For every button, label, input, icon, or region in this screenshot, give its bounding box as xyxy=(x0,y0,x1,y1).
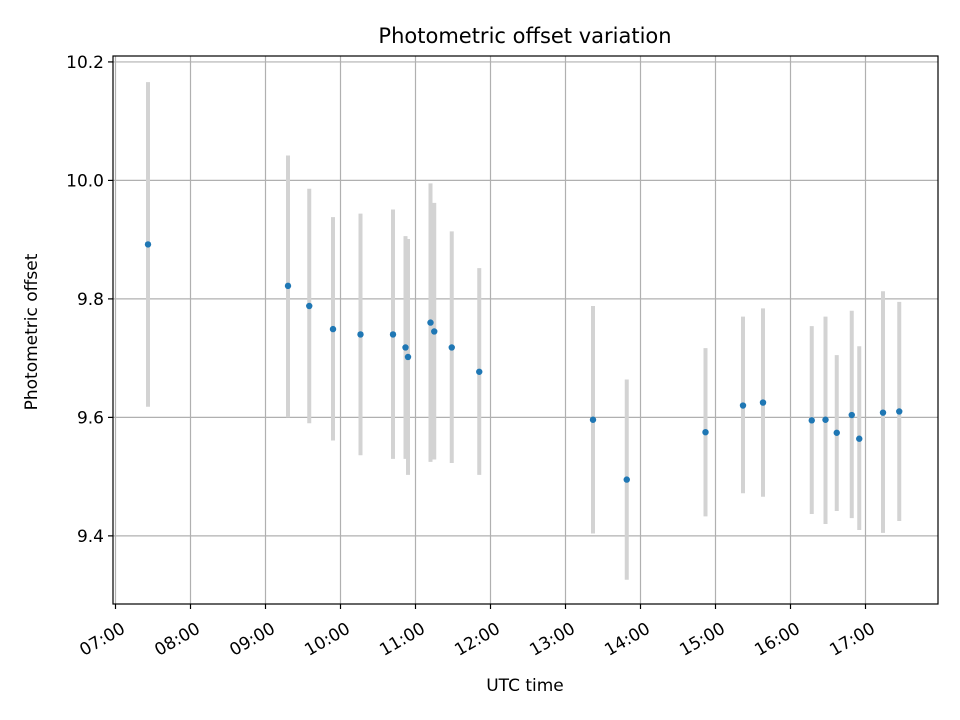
x-tick-label: 08:00 xyxy=(151,619,203,661)
x-tick-label: 12:00 xyxy=(451,619,503,661)
y-tick-label: 10.2 xyxy=(66,53,104,73)
x-tick-label: 15:00 xyxy=(676,619,728,661)
data-point xyxy=(808,417,815,424)
y-tick-label: 9.6 xyxy=(77,408,104,428)
data-point xyxy=(329,325,337,333)
y-axis-label: Photometric offset xyxy=(22,253,42,410)
plot-frame xyxy=(112,55,939,605)
data-point xyxy=(879,409,887,416)
data-point xyxy=(623,476,630,483)
error-bars xyxy=(146,82,902,580)
x-tick-label: 11:00 xyxy=(376,619,428,661)
data-points xyxy=(144,241,903,483)
data-point xyxy=(448,344,455,351)
data-point xyxy=(759,399,767,406)
x-tick-label: 09:00 xyxy=(226,619,278,661)
y-tick-label: 10.0 xyxy=(66,171,104,191)
chart-title: Photometric offset variation xyxy=(378,24,671,48)
x-tick-label: 16:00 xyxy=(751,619,803,661)
data-point xyxy=(739,402,747,409)
data-point xyxy=(404,353,412,361)
data-point xyxy=(427,319,434,326)
data-point xyxy=(848,411,855,419)
data-point xyxy=(476,368,483,375)
x-tick-label: 17:00 xyxy=(826,619,878,661)
y-tick-label: 9.4 xyxy=(77,527,104,547)
data-point xyxy=(589,416,597,423)
data-point xyxy=(833,429,840,436)
grid xyxy=(113,56,938,604)
data-point xyxy=(822,416,829,423)
data-point xyxy=(389,331,397,338)
axis-ticks: 07:00 08:00 09:00 10:00 11:00 12:00 13:00 14:00… xyxy=(66,53,879,661)
data-point xyxy=(402,344,409,351)
x-tick-label: 14:00 xyxy=(601,619,653,661)
x-tick-label: 07:00 xyxy=(76,619,128,661)
data-point xyxy=(702,428,709,436)
data-point xyxy=(896,408,903,415)
x-axis-label: UTC time xyxy=(486,676,564,696)
y-tick-label: 9.8 xyxy=(77,290,104,310)
data-point xyxy=(306,302,313,310)
data-point xyxy=(284,282,292,290)
data-point xyxy=(856,435,863,442)
data-point xyxy=(144,241,152,248)
data-point xyxy=(431,328,438,335)
x-tick-label: 13:00 xyxy=(526,619,578,661)
x-tick-label: 10:00 xyxy=(301,619,353,661)
data-point xyxy=(357,331,364,338)
